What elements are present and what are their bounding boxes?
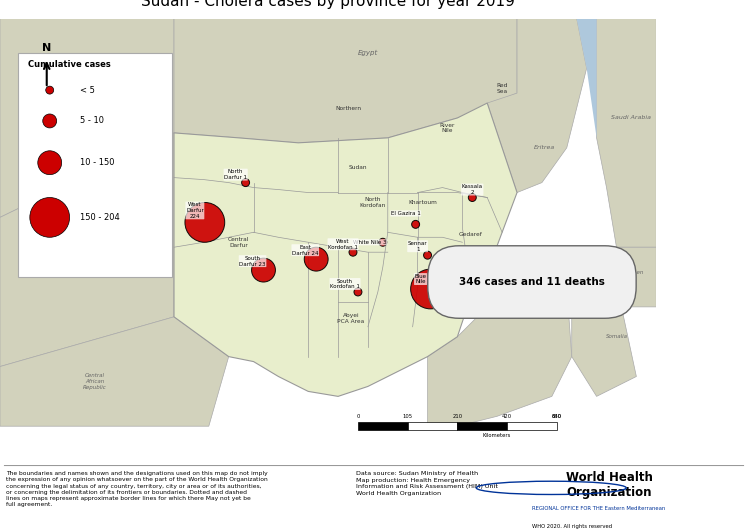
- Text: Kassala
2: Kassala 2: [462, 184, 483, 195]
- Text: Blue
Nile: Blue Nile: [415, 273, 427, 285]
- Text: Somalia: Somalia: [605, 334, 628, 339]
- Text: 420: 420: [502, 414, 512, 419]
- Text: White Nile 3: White Nile 3: [353, 240, 387, 245]
- Text: 10 - 150: 10 - 150: [80, 158, 114, 167]
- Text: 0: 0: [356, 414, 360, 419]
- Text: WHO 2020. All rights reserved: WHO 2020. All rights reserved: [532, 525, 613, 529]
- Circle shape: [43, 114, 57, 128]
- Bar: [408, 422, 458, 430]
- Text: South
Kordofan 1: South Kordofan 1: [330, 279, 360, 289]
- Text: 210: 210: [452, 414, 463, 419]
- Polygon shape: [488, 19, 586, 193]
- Polygon shape: [174, 103, 517, 396]
- Text: Egypt: Egypt: [358, 50, 378, 56]
- Circle shape: [468, 193, 476, 201]
- Circle shape: [46, 86, 54, 94]
- Polygon shape: [0, 133, 174, 366]
- Polygon shape: [0, 19, 174, 217]
- Text: 105: 105: [403, 414, 412, 419]
- Text: 150 - 204: 150 - 204: [80, 213, 119, 222]
- Circle shape: [38, 151, 62, 175]
- Text: Djibouti: Djibouti: [576, 279, 597, 285]
- Circle shape: [185, 202, 225, 242]
- Text: The boundaries and names shown and the designations used on this map do not impl: The boundaries and names shown and the d…: [6, 472, 268, 507]
- Bar: [507, 422, 556, 430]
- Text: 5 - 10: 5 - 10: [80, 116, 104, 125]
- Text: El Gazira 1: El Gazira 1: [391, 211, 421, 216]
- Text: North
Darfur 1: North Darfur 1: [224, 169, 248, 180]
- Polygon shape: [572, 272, 636, 396]
- Circle shape: [349, 248, 357, 256]
- Text: Eritrea: Eritrea: [534, 145, 556, 150]
- Text: Chad: Chad: [61, 234, 79, 241]
- Text: < 5: < 5: [80, 85, 94, 95]
- Text: West
Kordofan 1: West Kordofan 1: [328, 239, 358, 250]
- Circle shape: [412, 220, 419, 228]
- Bar: [358, 422, 408, 430]
- Text: West
Darfur
224: West Darfur 224: [186, 202, 204, 219]
- Polygon shape: [427, 252, 572, 426]
- Text: Khartoum: Khartoum: [408, 200, 437, 205]
- Text: Abyei
PCA Area: Abyei PCA Area: [338, 313, 364, 324]
- Text: Cumulative cases: Cumulative cases: [28, 60, 110, 69]
- Polygon shape: [611, 247, 656, 307]
- Bar: [18, 53, 172, 277]
- Text: Saudi Arabia: Saudi Arabia: [611, 115, 652, 121]
- Text: River
Nile: River Nile: [440, 123, 455, 133]
- Text: South
Darfur 23: South Darfur 23: [239, 256, 266, 267]
- Circle shape: [242, 178, 250, 186]
- Text: Central
African
Republic: Central African Republic: [82, 373, 106, 390]
- Text: Data source: Sudan Ministry of Health
Map production: Health Emergency
Informati: Data source: Sudan Ministry of Health Ma…: [356, 472, 498, 496]
- Polygon shape: [517, 19, 596, 138]
- Circle shape: [30, 198, 70, 237]
- Circle shape: [251, 258, 275, 282]
- Text: North
Kordofan: North Kordofan: [360, 197, 386, 208]
- Text: Sudan: Sudan: [349, 165, 368, 170]
- Text: Sudan - Cholera cases by province for year 2019: Sudan - Cholera cases by province for ye…: [141, 0, 515, 8]
- Circle shape: [304, 247, 328, 271]
- Text: Yemen: Yemen: [626, 270, 644, 275]
- Polygon shape: [0, 317, 229, 426]
- Text: Red
Sea: Red Sea: [496, 83, 508, 93]
- Bar: [458, 422, 507, 430]
- Circle shape: [354, 288, 362, 296]
- Text: East
Darfur 24: East Darfur 24: [292, 245, 319, 255]
- Circle shape: [411, 269, 451, 309]
- Circle shape: [424, 251, 431, 259]
- Text: Gedaref: Gedaref: [458, 232, 482, 237]
- Polygon shape: [596, 19, 656, 247]
- Text: N: N: [42, 44, 51, 53]
- Text: REGIONAL OFFICE FOR THE Eastern Mediterranean: REGIONAL OFFICE FOR THE Eastern Mediterr…: [532, 506, 666, 511]
- Text: 630: 630: [552, 414, 562, 419]
- Polygon shape: [567, 272, 602, 302]
- Circle shape: [379, 238, 387, 246]
- Text: Libyan Arab
Jamahiriya: Libyan Arab Jamahiriya: [58, 88, 96, 99]
- Text: Central
Darfur: Central Darfur: [228, 237, 249, 247]
- Text: World Health
Organization: World Health Organization: [566, 472, 653, 499]
- Text: Northern: Northern: [335, 106, 361, 110]
- Text: 840: 840: [552, 414, 562, 419]
- Text: 346 cases and 11 deaths: 346 cases and 11 deaths: [459, 277, 605, 287]
- Text: Sennar
1: Sennar 1: [408, 241, 428, 252]
- Text: Kilometers: Kilometers: [483, 433, 512, 438]
- Polygon shape: [174, 19, 517, 143]
